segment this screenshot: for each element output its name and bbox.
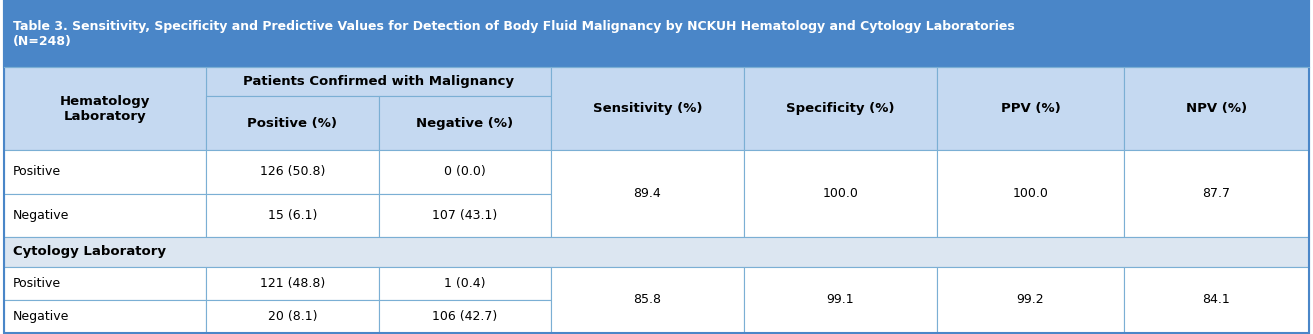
Bar: [378, 267, 550, 300]
Text: 107 (43.1): 107 (43.1): [432, 209, 498, 222]
Bar: [4, 237, 1309, 267]
Text: 106 (42.7): 106 (42.7): [432, 310, 498, 323]
Text: 99.1: 99.1: [827, 293, 855, 306]
Bar: [4, 300, 206, 333]
Bar: [206, 96, 378, 150]
Text: Negative: Negative: [13, 209, 70, 222]
Bar: [4, 1, 1309, 67]
Bar: [550, 67, 744, 150]
Bar: [378, 96, 550, 150]
Text: 85.8: 85.8: [633, 293, 662, 306]
Text: Negative (%): Negative (%): [416, 117, 513, 130]
Bar: [4, 67, 1309, 96]
Bar: [550, 267, 744, 333]
Text: 15 (6.1): 15 (6.1): [268, 209, 316, 222]
Bar: [206, 67, 550, 96]
Bar: [206, 267, 378, 300]
Text: 87.7: 87.7: [1203, 187, 1230, 200]
Text: 100.0: 100.0: [1012, 187, 1048, 200]
Text: 99.2: 99.2: [1016, 293, 1044, 306]
Bar: [1124, 267, 1309, 333]
Text: 1 (0.4): 1 (0.4): [444, 277, 486, 290]
Bar: [206, 300, 378, 333]
Bar: [4, 194, 206, 237]
Bar: [550, 67, 744, 96]
Bar: [937, 67, 1124, 150]
Text: NPV (%): NPV (%): [1186, 103, 1247, 116]
Text: Positive (%): Positive (%): [247, 117, 337, 130]
Text: Sensitivity (%): Sensitivity (%): [592, 103, 702, 116]
Text: 20 (8.1): 20 (8.1): [268, 310, 318, 323]
Bar: [378, 194, 550, 237]
Text: 84.1: 84.1: [1203, 293, 1230, 306]
Bar: [744, 67, 937, 96]
Bar: [4, 67, 206, 150]
Text: Table 3. Sensitivity, Specificity and Predictive Values for Detection of Body Fl: Table 3. Sensitivity, Specificity and Pr…: [13, 20, 1015, 48]
Bar: [378, 150, 550, 194]
Bar: [206, 150, 378, 194]
Text: 121 (48.8): 121 (48.8): [260, 277, 326, 290]
Text: 126 (50.8): 126 (50.8): [260, 165, 326, 178]
Bar: [744, 150, 937, 237]
Bar: [4, 267, 206, 300]
Bar: [4, 96, 1309, 150]
Text: Negative: Negative: [13, 310, 70, 323]
Bar: [744, 267, 937, 333]
Bar: [4, 67, 206, 96]
Text: Positive: Positive: [13, 277, 62, 290]
Bar: [1124, 67, 1309, 96]
Bar: [937, 267, 1124, 333]
Text: 89.4: 89.4: [633, 187, 662, 200]
Bar: [1124, 67, 1309, 150]
Bar: [937, 67, 1124, 96]
Bar: [937, 150, 1124, 237]
Text: Hematology
Laboratory: Hematology Laboratory: [60, 95, 150, 123]
Bar: [1124, 150, 1309, 237]
Text: Patients Confirmed with Malignancy: Patients Confirmed with Malignancy: [243, 75, 513, 88]
Bar: [550, 150, 744, 237]
Text: 100.0: 100.0: [822, 187, 859, 200]
Bar: [4, 150, 206, 194]
Text: Cytology Laboratory: Cytology Laboratory: [13, 245, 167, 258]
Text: Specificity (%): Specificity (%): [786, 103, 894, 116]
Bar: [206, 194, 378, 237]
Text: 0 (0.0): 0 (0.0): [444, 165, 486, 178]
Bar: [744, 67, 937, 150]
Bar: [378, 300, 550, 333]
Text: PPV (%): PPV (%): [1001, 103, 1061, 116]
Text: Positive: Positive: [13, 165, 62, 178]
